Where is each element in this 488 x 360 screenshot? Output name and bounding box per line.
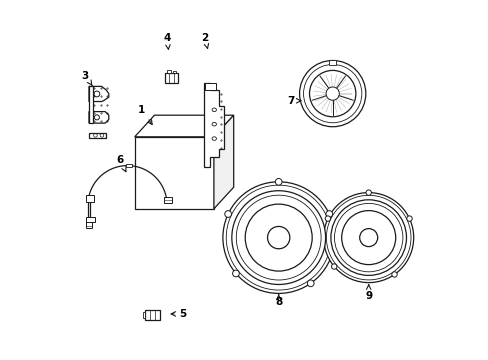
Circle shape [224,211,231,217]
Circle shape [365,190,371,195]
Polygon shape [204,83,224,167]
Circle shape [323,193,413,283]
Text: 4: 4 [163,33,170,49]
Bar [89,86,93,123]
Text: 2: 2 [201,33,208,49]
Polygon shape [89,133,106,138]
Text: 8: 8 [275,294,282,307]
Bar [86,195,94,202]
Circle shape [341,211,395,265]
Circle shape [275,179,282,185]
Bar [142,312,145,318]
Bar [85,217,94,222]
Circle shape [267,226,289,249]
Bar [163,197,171,203]
Circle shape [236,195,321,280]
Circle shape [330,200,406,275]
Circle shape [299,60,365,127]
Bar [145,310,160,320]
Circle shape [325,87,339,100]
Text: 9: 9 [365,285,371,301]
Text: 5: 5 [171,309,186,319]
Circle shape [226,185,330,290]
Polygon shape [89,112,108,123]
Circle shape [223,182,334,293]
Bar [134,137,213,209]
Bar [85,222,92,229]
Text: 1: 1 [138,105,152,125]
Circle shape [331,264,336,269]
Circle shape [325,195,410,280]
Circle shape [325,216,330,221]
Circle shape [303,64,361,123]
Polygon shape [134,115,233,137]
Bar [172,71,176,73]
Polygon shape [89,86,108,102]
Circle shape [325,211,332,217]
Circle shape [244,204,311,271]
Text: 7: 7 [286,96,300,106]
Text: 3: 3 [81,71,92,86]
Bar [205,83,216,90]
Bar [125,164,131,167]
Circle shape [334,203,402,272]
Bar [164,73,178,83]
Circle shape [359,229,377,247]
Bar [328,60,336,66]
Text: 6: 6 [117,155,126,172]
Circle shape [307,280,313,287]
Circle shape [232,270,239,277]
Polygon shape [213,115,233,209]
Bar [166,70,171,73]
Circle shape [309,71,355,117]
Circle shape [391,272,396,277]
Circle shape [406,216,411,221]
Circle shape [231,191,325,284]
